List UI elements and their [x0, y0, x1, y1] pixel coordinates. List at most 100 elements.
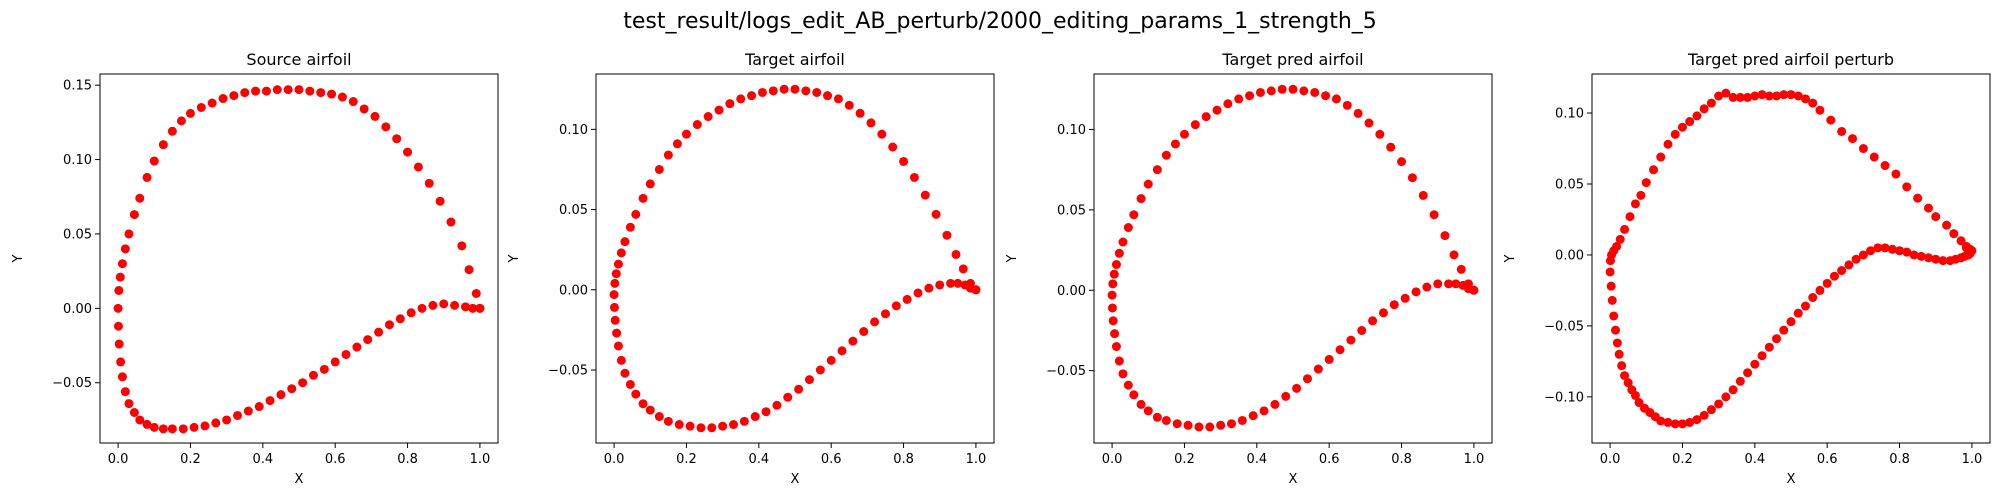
data-point	[920, 190, 930, 200]
data-point	[625, 222, 635, 232]
x-tick-label: 0.8	[1391, 452, 1412, 467]
data-point	[812, 87, 822, 97]
data-point	[352, 342, 362, 352]
data-point	[1800, 94, 1810, 104]
data-point	[276, 390, 286, 400]
data-point	[117, 259, 127, 269]
data-point	[931, 209, 941, 219]
y-tick-label: 0.05	[63, 227, 92, 242]
data-point	[417, 303, 427, 313]
data-point	[946, 278, 956, 288]
y-tick-label: 0.05	[1555, 177, 1584, 192]
data-point	[142, 419, 152, 429]
data-point	[942, 230, 952, 240]
data-point	[1422, 282, 1432, 292]
data-point	[1109, 269, 1119, 279]
y-tick-label: −0.05	[52, 376, 92, 391]
x-tick-label: 0.0	[108, 452, 129, 467]
y-tick-label: 0.10	[1057, 123, 1086, 138]
data-point	[1757, 90, 1767, 100]
data-point	[200, 421, 210, 431]
data-point	[1692, 111, 1702, 121]
x-tick-label: 0.4	[1744, 452, 1765, 467]
data-point	[1620, 371, 1630, 381]
data-point	[1866, 246, 1876, 256]
data-point	[1623, 378, 1633, 388]
data-point	[135, 193, 145, 203]
data-point	[1735, 92, 1745, 102]
data-point	[1663, 139, 1673, 149]
data-point	[654, 412, 664, 422]
data-point	[891, 301, 901, 311]
data-point	[1848, 134, 1858, 144]
data-point	[1216, 420, 1226, 430]
y-tick-label: 0.10	[1555, 107, 1584, 122]
data-point	[1353, 108, 1363, 118]
x-tick-label: 0.0	[1102, 452, 1123, 467]
data-point	[240, 88, 250, 98]
data-point	[1292, 383, 1302, 393]
data-point	[1179, 129, 1189, 139]
data-point	[790, 84, 800, 94]
data-point	[1844, 260, 1854, 270]
x-tick-label: 0.6	[325, 452, 346, 467]
data-point	[1630, 390, 1640, 400]
data-point	[1440, 231, 1450, 241]
data-point	[794, 384, 804, 394]
data-point	[1111, 260, 1121, 270]
data-point	[620, 237, 630, 247]
data-point	[685, 421, 695, 431]
data-point	[1429, 210, 1439, 220]
data-point	[1389, 300, 1399, 310]
y-tick-label: −0.05	[1046, 364, 1086, 379]
data-point	[1161, 150, 1171, 160]
data-point	[909, 172, 919, 182]
y-tick-label: 0.05	[559, 203, 588, 218]
data-point	[1444, 279, 1454, 289]
data-point	[844, 100, 854, 110]
data-point	[625, 379, 635, 389]
data-point	[1357, 325, 1367, 335]
axes-frame	[1591, 73, 1991, 444]
data-point	[837, 346, 847, 356]
data-point	[703, 112, 713, 122]
x-tick-label: 0.4	[252, 452, 273, 467]
data-point	[124, 229, 134, 239]
data-point	[1143, 406, 1153, 416]
data-point	[823, 91, 833, 101]
data-point	[1923, 203, 1933, 213]
data-point	[610, 278, 620, 288]
data-point	[1234, 94, 1244, 104]
data-point	[1107, 303, 1117, 313]
data-point	[1118, 369, 1128, 379]
data-point	[801, 86, 811, 96]
data-point	[833, 94, 843, 104]
data-point	[135, 415, 145, 425]
data-point	[739, 416, 749, 426]
axes-frame	[1093, 73, 1493, 444]
y-tick-label: −0.05	[1544, 319, 1584, 334]
data-point	[1449, 250, 1459, 260]
data-point	[1677, 419, 1687, 429]
data-point	[305, 86, 315, 96]
data-point	[308, 370, 318, 380]
data-point	[439, 299, 449, 309]
y-tick-label: 0.00	[63, 302, 92, 317]
data-point	[1706, 98, 1716, 108]
data-point	[1636, 190, 1646, 200]
data-point	[1190, 120, 1200, 130]
data-point	[1378, 308, 1388, 318]
data-point	[1714, 399, 1724, 409]
data-point	[913, 288, 923, 298]
data-point	[1692, 415, 1702, 425]
data-point	[1335, 345, 1345, 355]
data-point	[158, 140, 168, 150]
x-tick-label: 0.4	[1246, 452, 1267, 467]
data-point	[1451, 279, 1461, 289]
data-point	[1299, 86, 1309, 96]
data-point	[663, 416, 673, 426]
data-point	[113, 321, 123, 331]
data-point	[1237, 415, 1247, 425]
data-point	[167, 126, 177, 136]
data-point	[330, 357, 340, 367]
